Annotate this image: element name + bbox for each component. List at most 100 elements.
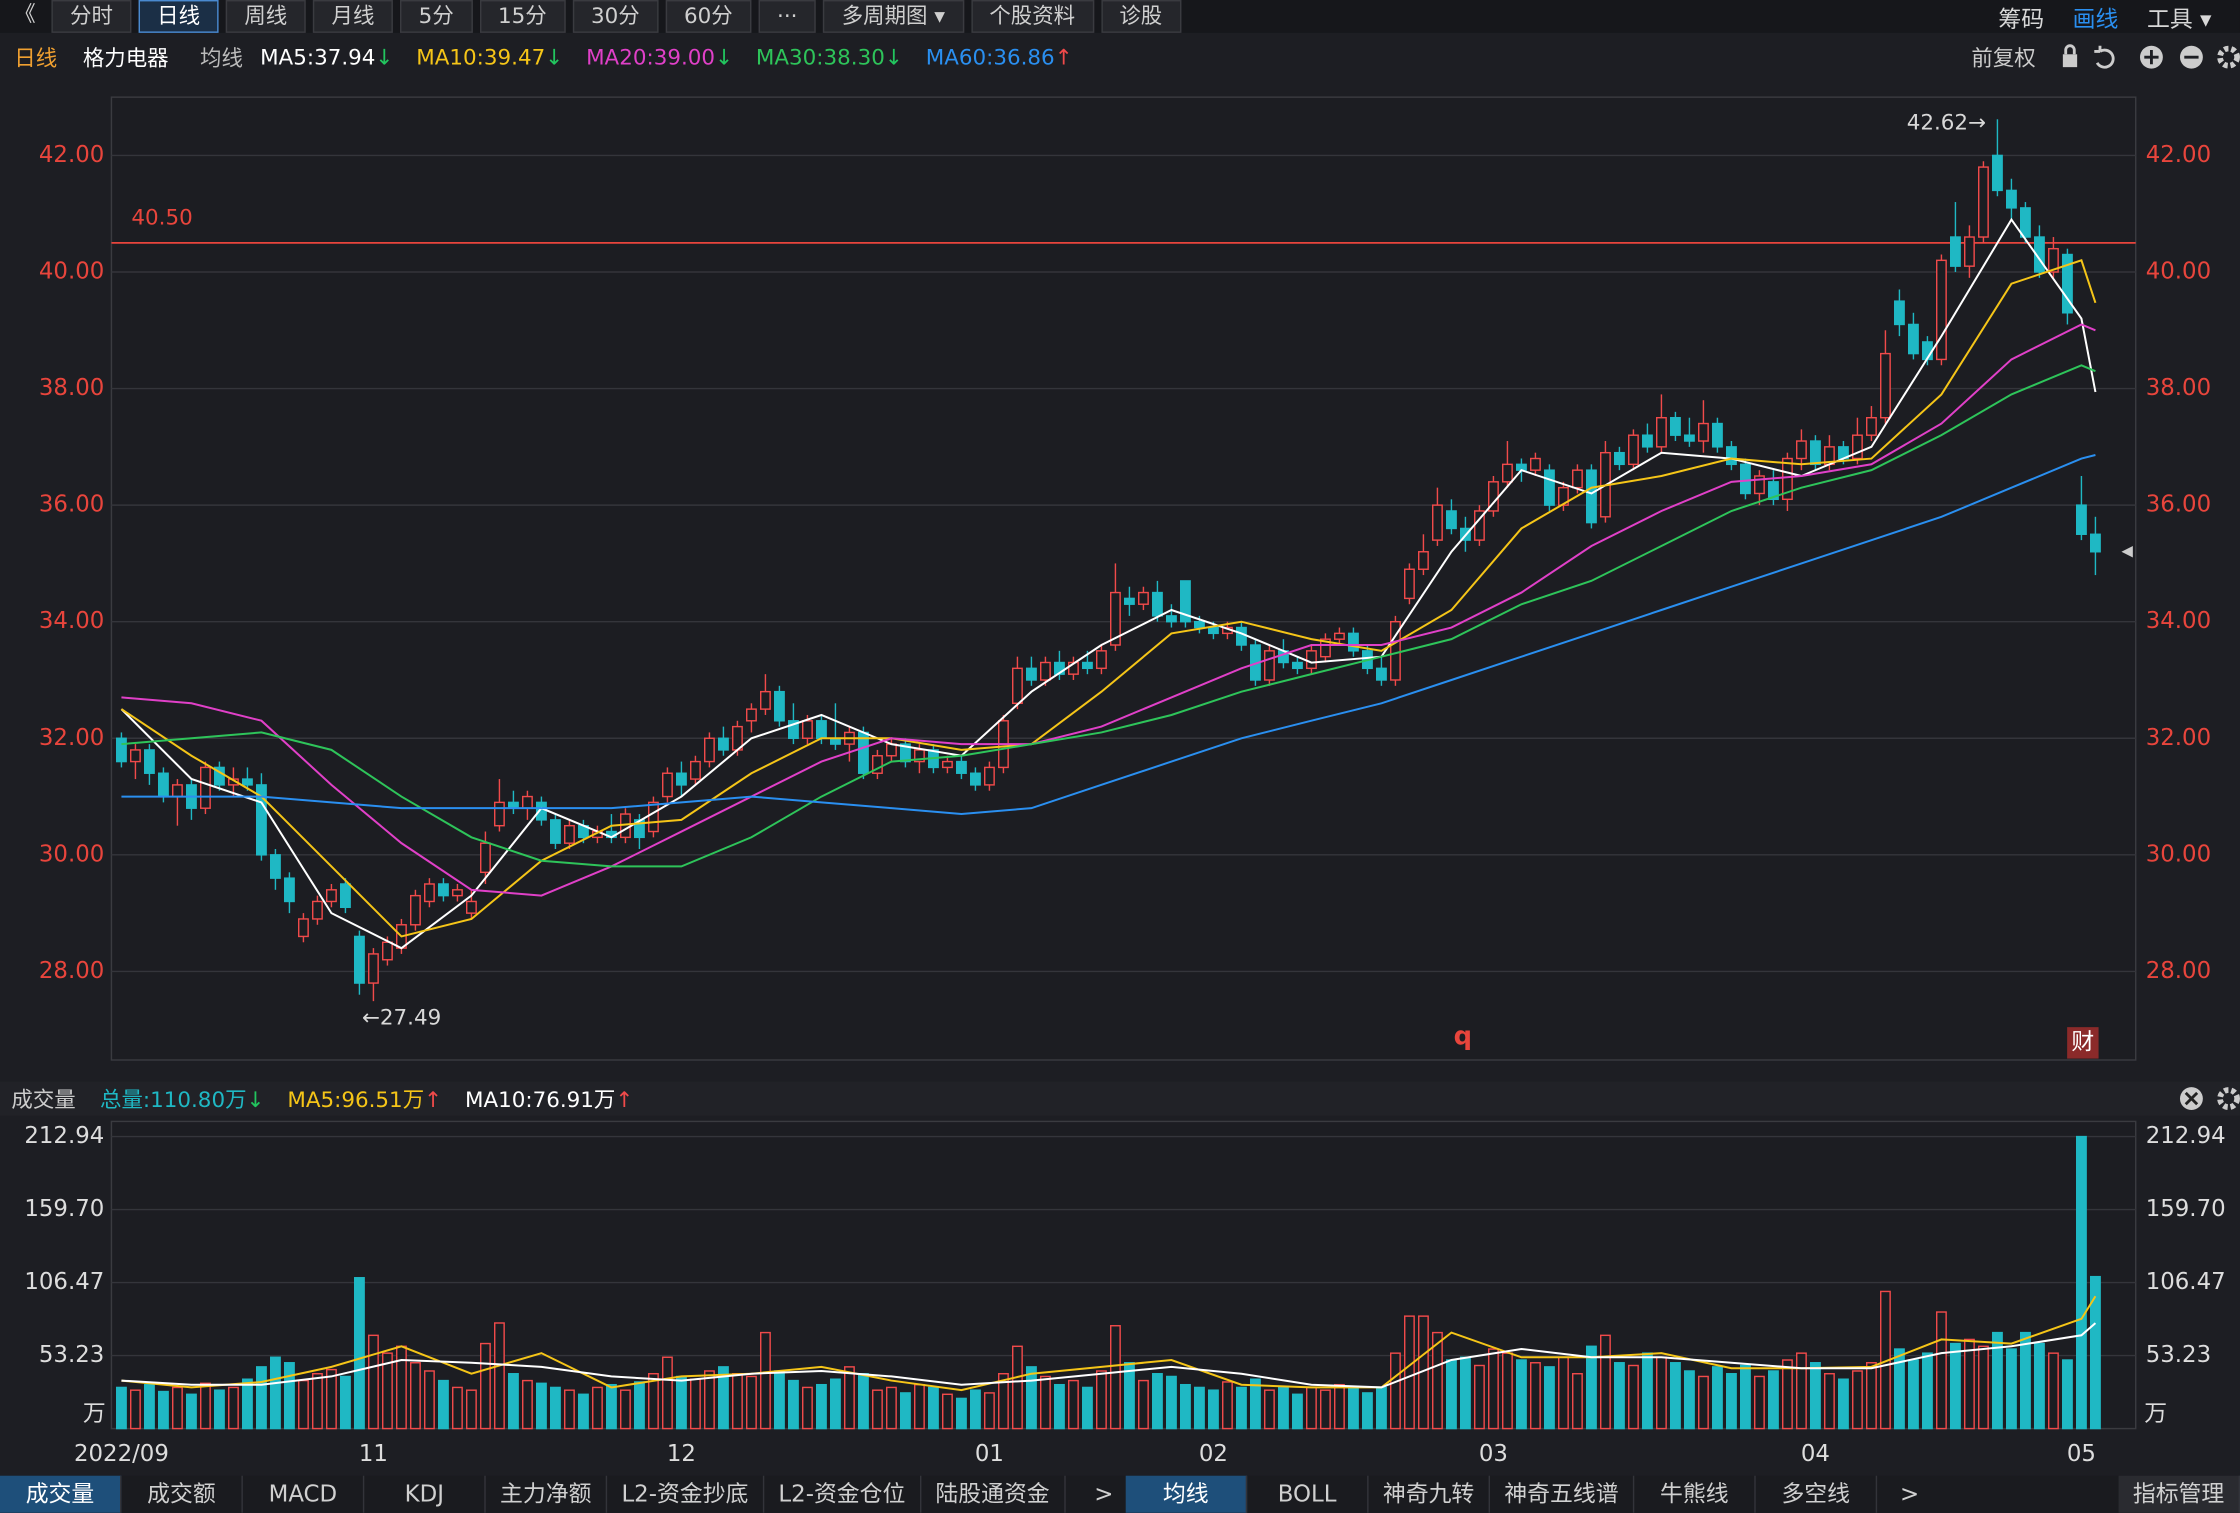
volume-bar (255, 1366, 267, 1430)
candle-body (311, 900, 323, 920)
volume-bar (339, 1375, 351, 1430)
y-tick-label: 28.00 (39, 958, 104, 984)
volume-bar (493, 1322, 505, 1430)
toolbar: 《分时 日线 周线 月线 5分 15分 30分 60分 ··· 多周期图 ▾ 个股资料 诊股 筹码 画线… (0, 0, 2240, 33)
volume-bar (899, 1392, 911, 1430)
period-tab[interactable]: 个股资料 (970, 0, 1094, 33)
candle-body (815, 720, 827, 739)
trend-arrow: ↑ (615, 1086, 634, 1113)
volume-bar (1977, 1345, 1989, 1430)
indicator-manage[interactable]: 指标管理 (2118, 1475, 2240, 1513)
volume-bar (1193, 1386, 1205, 1430)
volume-bar (395, 1345, 407, 1430)
y-tick-label: 159.70 (24, 1196, 104, 1222)
candle-body (241, 778, 253, 786)
indicator-value: MA60:36.86↑ (926, 44, 1079, 70)
candle-body (1809, 440, 1821, 466)
trend-arrow: ↑ (424, 1086, 443, 1113)
extreme-label: ←27.49 (362, 1005, 441, 1030)
more-arrow[interactable]: > (1899, 1479, 1920, 1508)
settings-icon[interactable] (2217, 1087, 2240, 1110)
period-tab[interactable]: 诊股 (1100, 0, 1181, 33)
volume-bar (185, 1393, 197, 1430)
volume-bar (381, 1352, 393, 1430)
y-tick-label: 34.00 (39, 608, 104, 634)
candle-body (1669, 416, 1681, 436)
candle-body (1529, 457, 1541, 471)
candle-body (1879, 352, 1891, 419)
indicator-tab[interactable]: 牛熊线 (1634, 1475, 1756, 1513)
indicator-tab[interactable]: 多空线 (1756, 1475, 1878, 1513)
volume-bar (1585, 1345, 1597, 1430)
period-tab[interactable]: 周线 (225, 0, 306, 33)
period-tab[interactable]: ··· (758, 0, 817, 33)
indicator-tab[interactable]: KDJ (364, 1475, 486, 1513)
undo-icon[interactable] (2094, 45, 2115, 69)
volume-bar (689, 1378, 701, 1430)
candle-body (269, 854, 281, 879)
indicator-tab[interactable]: L2-资金仓位 (764, 1475, 922, 1513)
period-tab[interactable]: 月线 (312, 0, 393, 33)
volume-bar (1375, 1386, 1387, 1430)
indicator-tab[interactable]: MACD (243, 1475, 365, 1513)
candle-body (437, 883, 449, 897)
candle-body (563, 824, 575, 844)
volume-bar (1809, 1362, 1821, 1430)
indicator-tab[interactable]: 主力净额 (486, 1475, 608, 1513)
candle-body (129, 749, 141, 763)
volume-bar (2061, 1359, 2073, 1430)
period-tab[interactable]: 15分 (479, 0, 566, 33)
volume-bar (1711, 1366, 1723, 1430)
tool-tab[interactable]: 筹码 (1998, 4, 2045, 33)
y-tick-label: 28.00 (2146, 958, 2211, 984)
period-tab[interactable]: 《 (14, 1, 36, 28)
candle-body (1137, 591, 1149, 605)
indicator-tab[interactable]: 陆股通资金 (921, 1475, 1066, 1513)
indicator-tab[interactable]: 神奇五线谱 (1490, 1475, 1635, 1513)
volume-bar (1963, 1338, 1975, 1430)
indicator-tab[interactable]: 成交量 (0, 1475, 122, 1513)
candle-body (199, 766, 211, 809)
candle-body (367, 953, 379, 984)
volume-bar (1165, 1375, 1177, 1430)
indicator-value: 总量:110.80万↓ (100, 1084, 269, 1114)
price-panel (110, 96, 2137, 1061)
tool-tab[interactable]: 画线 (2072, 4, 2119, 33)
volume-bar (1739, 1364, 1751, 1430)
indicator-tab[interactable]: 成交额 (121, 1475, 243, 1513)
period-tab[interactable]: 60分 (665, 0, 752, 33)
more-arrow[interactable]: > (1094, 1479, 1114, 1508)
volume-bar (1263, 1389, 1275, 1430)
gear-icon[interactable] (2217, 45, 2240, 69)
period-tab[interactable]: 30分 (572, 0, 659, 33)
indicator-tab[interactable]: 均线 (1125, 1475, 1248, 1513)
y-tick-label: 53.23 (2146, 1342, 2211, 1368)
candle-body (1571, 469, 1583, 489)
close-x (2184, 1091, 2199, 1106)
candle-body (661, 772, 673, 798)
y-tick-label: 40.00 (2146, 258, 2211, 284)
period-tab[interactable]: 日线 (138, 0, 219, 33)
tool-tab[interactable]: 工具 ▾ (2146, 4, 2212, 33)
volume-bar (1459, 1356, 1471, 1430)
candle-body (521, 795, 533, 809)
indicator-tab[interactable]: 神奇九转 (1369, 1475, 1491, 1513)
volume-bar (675, 1375, 687, 1430)
indicator-tab[interactable]: L2-资金抄底 (607, 1475, 765, 1513)
volume-bar (647, 1373, 659, 1430)
period-tab[interactable]: 5分 (400, 0, 473, 33)
period-tab[interactable]: 多周期图 ▾ (823, 0, 964, 33)
adjust-mode[interactable]: 前复权 (1971, 44, 2036, 71)
candle-body (255, 784, 267, 856)
candle-body (283, 877, 295, 903)
candle-body (1767, 481, 1779, 501)
period-tab[interactable]: 分时 (51, 0, 132, 33)
volume-bar (1151, 1373, 1163, 1430)
candle-body (1431, 504, 1443, 541)
lock-icon[interactable] (2062, 54, 2078, 68)
volume-bar (577, 1393, 589, 1430)
indicator-tab[interactable]: BOLL (1247, 1475, 1369, 1513)
volume-bar (955, 1397, 967, 1430)
trend-arrow: ↓ (545, 44, 564, 70)
